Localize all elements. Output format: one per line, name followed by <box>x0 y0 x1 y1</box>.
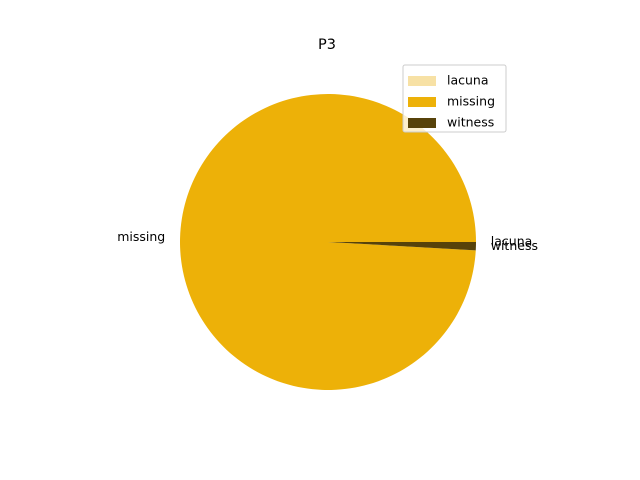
pie-slices <box>180 93 476 390</box>
legend-swatch-missing <box>408 97 436 107</box>
legend-label-lacuna: lacuna <box>447 73 489 88</box>
legend: lacuna missing witness <box>402 64 507 133</box>
slice-label-missing: missing <box>117 229 165 244</box>
legend-swatch-lacuna <box>408 76 436 86</box>
legend-label-missing: missing <box>447 94 495 109</box>
pie-slice-missing <box>180 93 476 390</box>
chart-title: P3 <box>318 37 336 53</box>
legend-label-witness: witness <box>447 115 494 130</box>
legend-swatch-witness <box>408 118 436 128</box>
slice-label-witness: witness <box>491 238 538 253</box>
pie-slice-labels: lacuna missing witness <box>117 229 538 253</box>
slice-label-lacuna: lacuna <box>491 234 533 249</box>
pie-slice-witness <box>328 242 476 251</box>
